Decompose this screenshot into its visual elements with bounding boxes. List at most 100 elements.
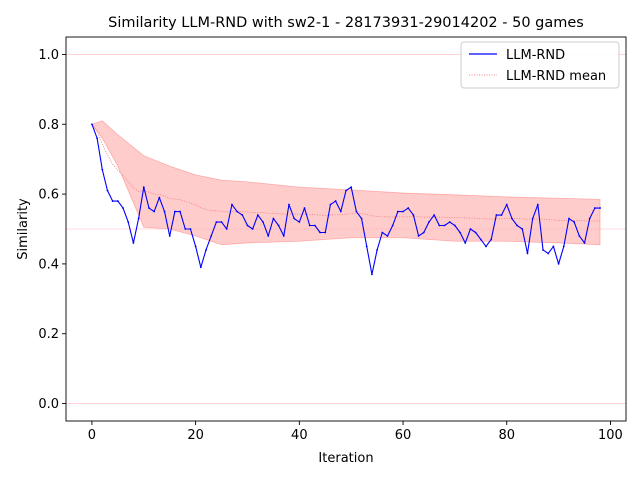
data-point-llm-rnd	[599, 207, 601, 209]
data-point-llm-rnd	[562, 245, 565, 248]
data-point-llm-rnd	[158, 196, 161, 199]
data-point-llm-rnd	[116, 200, 119, 202]
x-tick-label: 60	[395, 428, 412, 443]
data-point-llm-rnd	[428, 221, 430, 223]
data-point-llm-rnd	[345, 189, 347, 192]
data-point-llm-rnd	[220, 221, 223, 223]
data-point-llm-rnd	[210, 235, 213, 237]
data-point-llm-rnd	[189, 228, 192, 230]
data-point-llm-rnd	[262, 221, 264, 223]
chart-title: Similarity LLM-RND with sw2-1 - 28173931…	[108, 15, 584, 31]
axes-frame	[65, 36, 627, 422]
data-point-llm-rnd	[267, 235, 270, 237]
data-point-llm-rnd	[225, 228, 228, 230]
data-point-llm-rnd	[148, 207, 150, 209]
data-point-llm-rnd	[511, 217, 513, 220]
data-point-llm-rnd	[215, 221, 218, 223]
data-point-llm-rnd	[500, 214, 503, 216]
data-point-llm-rnd	[583, 242, 586, 244]
plot-area: 0 20 40 60 80 100 0.0 0.2 0.4 0.6 0.8 1.0	[38, 36, 627, 443]
data-point-llm-rnd	[313, 224, 316, 227]
data-point-llm-rnd	[448, 221, 451, 223]
x-tick-label: 100	[598, 428, 623, 443]
data-point-llm-rnd	[163, 210, 166, 213]
data-point-llm-rnd	[469, 228, 472, 230]
data-point-llm-rnd	[179, 210, 181, 213]
data-point-llm-rnd	[153, 210, 156, 213]
data-point-llm-rnd	[417, 235, 420, 237]
data-point-llm-rnd	[557, 263, 560, 265]
data-point-llm-rnd	[272, 217, 275, 220]
data-point-llm-rnd	[526, 252, 529, 255]
y-axis-label: Similarity	[16, 198, 31, 260]
data-point-llm-rnd	[459, 231, 461, 234]
data-point-llm-rnd	[443, 224, 446, 227]
data-point-llm-rnd	[298, 221, 301, 223]
data-point-llm-rnd	[568, 217, 570, 220]
data-point-llm-rnd	[573, 221, 576, 223]
data-point-llm-rnd	[194, 245, 197, 248]
y-tick-label: 0.6	[38, 188, 59, 203]
y-tick-label: 0.2	[38, 327, 59, 342]
data-point-llm-rnd	[407, 207, 410, 209]
legend: LLM-RND LLM-RND mean	[460, 41, 620, 89]
data-point-llm-rnd	[168, 235, 171, 237]
data-point-llm-rnd	[371, 273, 373, 276]
x-tick-label: 80	[498, 428, 515, 443]
data-point-llm-rnd	[251, 228, 254, 230]
x-axis-label: Iteration	[318, 451, 373, 466]
data-point-llm-rnd	[381, 231, 384, 234]
data-point-llm-rnd	[578, 235, 581, 237]
data-point-llm-rnd	[485, 245, 487, 248]
data-point-llm-rnd	[122, 207, 124, 209]
data-point-llm-rnd	[246, 224, 249, 227]
data-point-llm-rnd	[531, 217, 534, 220]
data-point-llm-rnd	[479, 238, 482, 241]
x-tick-label: 0	[88, 428, 96, 443]
data-point-llm-rnd	[495, 214, 498, 216]
data-point-llm-rnd	[277, 224, 280, 227]
data-point-llm-rnd	[552, 245, 555, 248]
y-tick-label: 1.0	[38, 48, 59, 63]
data-point-llm-rnd	[355, 210, 358, 213]
data-point-llm-rnd	[474, 231, 477, 234]
data-point-llm-rnd	[547, 252, 550, 255]
data-point-llm-rnd	[293, 217, 296, 220]
data-point-llm-rnd	[536, 203, 539, 206]
data-point-llm-rnd	[593, 207, 596, 209]
data-point-llm-rnd	[173, 210, 176, 213]
data-point-llm-rnd	[438, 224, 441, 227]
data-point-llm-rnd	[516, 224, 519, 227]
data-point-llm-rnd	[132, 242, 135, 244]
data-point-llm-rnd	[396, 210, 399, 213]
data-point-llm-rnd	[376, 249, 379, 251]
data-point-llm-rnd	[303, 207, 306, 209]
data-point-llm-rnd	[142, 186, 145, 189]
data-point-llm-rnd	[521, 228, 524, 230]
data-point-llm-rnd	[365, 245, 368, 248]
data-point-llm-rnd	[386, 235, 389, 237]
data-point-llm-rnd	[308, 224, 311, 227]
data-point-llm-rnd	[412, 214, 415, 216]
data-point-llm-rnd	[96, 137, 99, 140]
data-point-llm-rnd	[256, 214, 259, 216]
data-point-llm-rnd	[334, 200, 337, 202]
data-point-llm-rnd	[282, 235, 285, 237]
data-point-llm-rnd	[288, 203, 290, 206]
data-point-llm-rnd	[505, 203, 508, 206]
y-tick-label: 0.4	[38, 257, 59, 272]
data-point-llm-rnd	[464, 242, 467, 244]
data-point-llm-rnd	[324, 231, 327, 234]
data-point-llm-rnd	[137, 217, 140, 220]
x-tick-label: 40	[291, 428, 308, 443]
data-point-llm-rnd	[360, 217, 363, 220]
legend-box	[460, 41, 620, 89]
data-point-llm-rnd	[101, 168, 104, 171]
data-point-llm-rnd	[205, 249, 207, 251]
data-point-llm-rnd	[329, 203, 332, 206]
data-point-llm-rnd	[111, 200, 114, 202]
x-tick-label: 20	[187, 428, 204, 443]
data-point-llm-rnd	[106, 189, 109, 192]
